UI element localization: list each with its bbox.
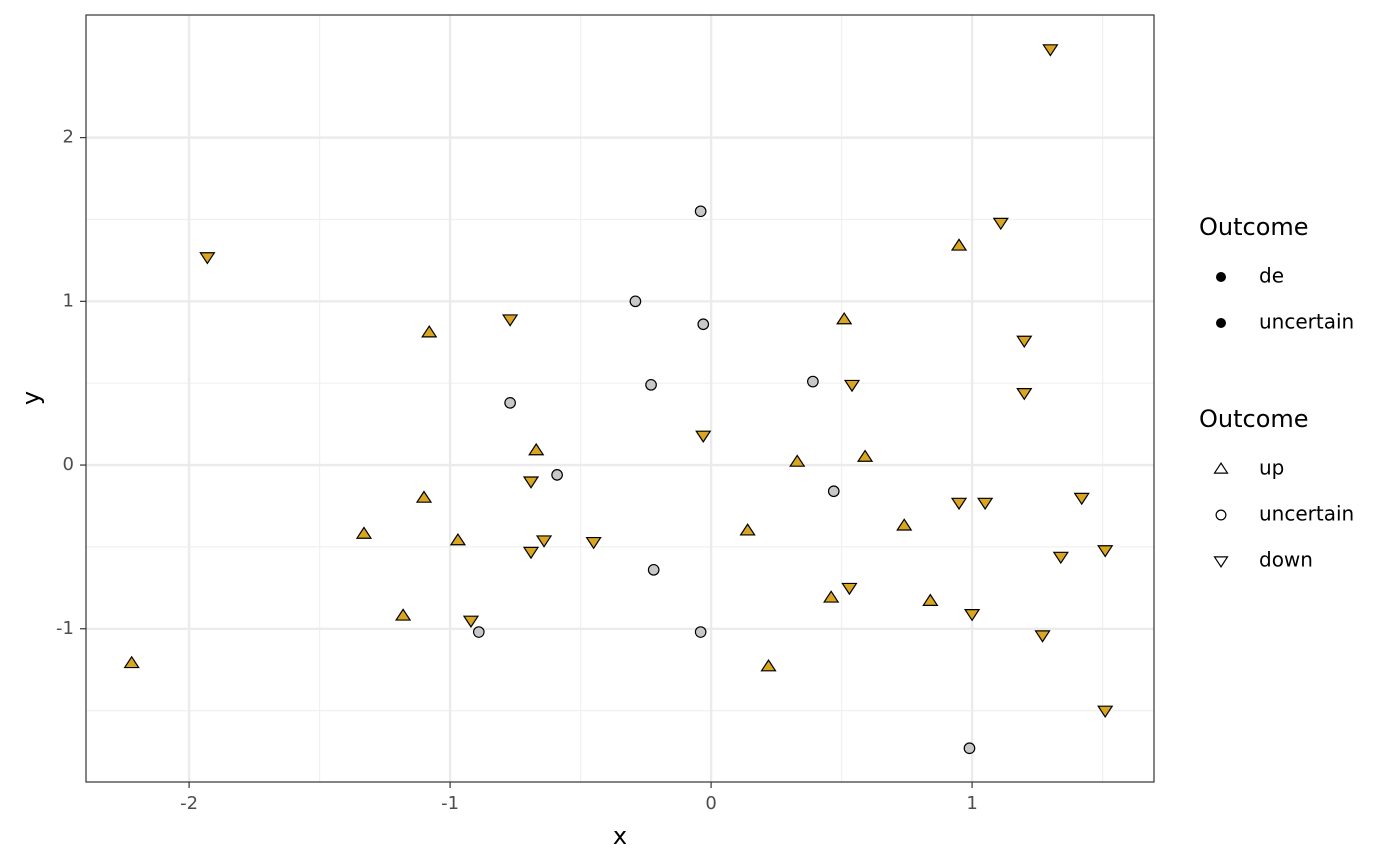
legend-key (1215, 509, 1227, 521)
legend-label: up (1259, 456, 1284, 480)
point (1016, 388, 1033, 401)
point (1016, 335, 1033, 349)
x-tick-label: -2 (180, 793, 198, 814)
point (807, 375, 819, 388)
point (922, 593, 939, 606)
point (629, 295, 642, 308)
point (856, 449, 874, 462)
point (694, 205, 707, 218)
point (551, 469, 563, 481)
point (697, 318, 710, 331)
y-tick-label: 2 (63, 127, 74, 148)
point (522, 476, 540, 489)
point (1052, 551, 1069, 565)
point (695, 430, 712, 443)
point (950, 238, 968, 251)
point (528, 442, 545, 456)
point (415, 490, 433, 503)
point (502, 314, 519, 327)
point (123, 655, 140, 669)
point (950, 497, 968, 511)
point (823, 590, 840, 603)
point (535, 535, 553, 548)
point (421, 325, 438, 338)
legend-key (1216, 272, 1226, 282)
point (645, 378, 657, 391)
y-tick-label: -1 (56, 618, 74, 639)
panel-border (85, 14, 1155, 783)
x-tick-label: 0 (705, 793, 716, 814)
y-tick-label: 1 (63, 290, 74, 311)
y-tick-label: 0 (63, 454, 74, 475)
point (1097, 545, 1114, 558)
point (896, 518, 913, 531)
point (963, 742, 976, 755)
point (977, 497, 994, 511)
point (963, 609, 981, 622)
point (355, 526, 373, 539)
legend-label: uncertain (1259, 310, 1354, 334)
legend-key (1216, 318, 1226, 328)
point (1042, 44, 1059, 57)
point (647, 563, 660, 576)
point (1034, 630, 1051, 643)
legend-label: de (1259, 264, 1284, 288)
point (841, 582, 858, 596)
x-axis-label: x (613, 822, 627, 850)
legend-key (1213, 556, 1229, 568)
point (395, 608, 412, 621)
point (760, 659, 777, 672)
point (789, 454, 806, 467)
point (1097, 705, 1114, 719)
point (522, 546, 540, 560)
x-tick-label: 1 (966, 793, 977, 814)
point (449, 532, 467, 546)
panel (86, 15, 1154, 782)
point (694, 626, 707, 638)
legend-key (1213, 462, 1229, 474)
point (199, 252, 216, 265)
legend-label: down (1259, 548, 1313, 572)
x-tick-label: -1 (441, 793, 459, 814)
point (739, 523, 756, 536)
point (472, 626, 485, 638)
legend-label: uncertain (1259, 502, 1354, 526)
point (843, 379, 861, 393)
point (462, 615, 480, 628)
point (836, 311, 853, 325)
y-axis-label: y (17, 391, 45, 405)
legend-title: Outcome (1199, 213, 1309, 241)
point (504, 396, 516, 409)
point (1073, 492, 1090, 506)
point (585, 536, 602, 550)
point (992, 217, 1009, 231)
point (827, 485, 840, 498)
legend-title: Outcome (1199, 405, 1309, 433)
